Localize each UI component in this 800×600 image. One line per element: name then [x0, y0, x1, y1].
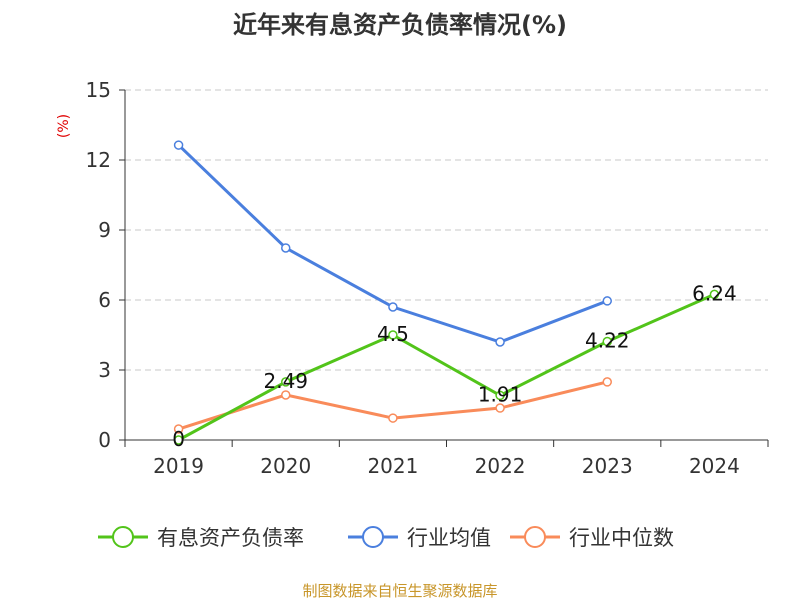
y-tick-label: 15 [86, 78, 111, 102]
y-tick-label: 3 [98, 358, 111, 382]
data-point [388, 330, 398, 340]
y-tick-label: 0 [98, 428, 111, 452]
y-axis-unit: (%) [56, 114, 72, 138]
y-tick-label: 6 [98, 288, 111, 312]
x-tick-label: 2024 [689, 454, 740, 478]
data-point [602, 296, 612, 306]
data-point [281, 390, 291, 400]
data-label: 2.49 [263, 369, 308, 393]
x-tick-label: 2020 [260, 454, 311, 478]
data-point [709, 289, 720, 300]
data-label: 4.5 [377, 322, 409, 346]
data-point [173, 424, 184, 434]
legend-label: 有息资产负债率 [157, 526, 304, 550]
series-line [177, 143, 608, 344]
legend-label: 行业均值 [407, 526, 491, 550]
legend-marker-icon [112, 526, 134, 548]
data-point [495, 390, 505, 401]
data-point [173, 435, 184, 445]
data-source: 制图数据来自恒生聚源数据库 [302, 582, 497, 600]
data-point [281, 243, 291, 253]
data-label: 4.22 [585, 329, 630, 353]
x-tick-label: 2022 [475, 454, 526, 478]
x-tick-label: 2023 [582, 454, 633, 478]
x-tick-label: 2021 [367, 454, 418, 478]
y-tick-label: 9 [98, 218, 111, 242]
data-label: 0 [172, 427, 185, 451]
y-tick-label: 12 [86, 148, 111, 172]
data-point [495, 337, 505, 347]
data-point [388, 302, 398, 312]
data-point [602, 377, 612, 387]
data-point [173, 140, 184, 150]
legend-marker-icon [362, 526, 384, 548]
legend-label: 行业中位数 [569, 526, 674, 550]
data-point [602, 336, 612, 347]
data-point [388, 413, 398, 423]
x-tick-label: 2019 [153, 454, 204, 478]
data-label: 1.91 [478, 382, 523, 406]
data-label: 6.24 [692, 281, 737, 305]
data-point [495, 403, 505, 413]
legend-marker-icon [524, 526, 546, 548]
series-line [177, 293, 716, 442]
chart-title: 近年来有息资产负债率情况(%) [233, 11, 567, 39]
data-point [281, 377, 291, 387]
